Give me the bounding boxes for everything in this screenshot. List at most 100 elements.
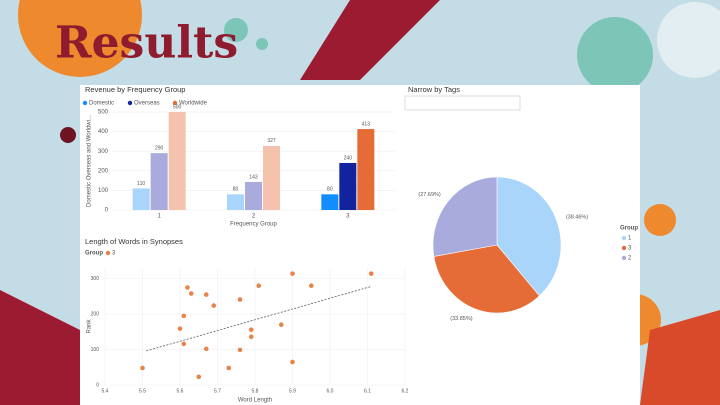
- point: [290, 359, 295, 365]
- legend-label: Domestic: [89, 101, 114, 107]
- pie-slice: [432, 176, 498, 257]
- y-tick-label: 300: [91, 276, 100, 282]
- point: [188, 291, 194, 296]
- x-tick-label: 5.4: [102, 388, 109, 394]
- legend-marker: [621, 245, 627, 251]
- point: [256, 283, 262, 289]
- legend-label: 3: [628, 246, 632, 252]
- x-tick-label: 5.6: [177, 388, 184, 394]
- legend-marker: [127, 100, 133, 106]
- deco-shape: [0, 290, 80, 405]
- bar: [357, 129, 375, 210]
- slice-label: (38.46%): [566, 215, 588, 221]
- x-tick-label: 5.9: [289, 388, 296, 394]
- point: [226, 365, 232, 371]
- legend-label: Worldwide: [179, 101, 208, 107]
- point: [196, 374, 202, 380]
- deco-shape: [640, 310, 720, 405]
- data-label: 240: [344, 155, 353, 161]
- bar: [168, 112, 186, 210]
- y-tick-label: 200: [98, 168, 109, 174]
- bar: [227, 194, 244, 210]
- data-label: 143: [249, 174, 258, 180]
- deco-band: [300, 0, 440, 80]
- deco-dot: [60, 127, 76, 143]
- x-tick-label: 5.5: [139, 388, 146, 394]
- x-axis-label: Word Length: [238, 398, 272, 404]
- data-label: 80: [327, 187, 333, 193]
- deco-circle: [644, 204, 676, 236]
- bar: [132, 188, 150, 210]
- point: [203, 292, 209, 297]
- slide-title: Results: [55, 18, 238, 69]
- x-tick-label: 5.7: [214, 388, 221, 394]
- bar: [321, 194, 339, 210]
- deco-circle: [224, 18, 248, 42]
- legend-marker: [172, 100, 178, 106]
- legend-title: Group: [620, 226, 638, 232]
- charts: Revenue by Frequency Group Domestic Overs…: [82, 85, 638, 404]
- x-tick-label: 2: [252, 214, 256, 220]
- y-tick-label: 100: [91, 347, 100, 353]
- slicer-title: Narrow by Tags: [408, 85, 460, 94]
- y-tick-label: 0: [96, 382, 99, 388]
- point: [181, 341, 187, 347]
- point: [248, 334, 254, 340]
- point: [248, 327, 254, 332]
- point: [237, 347, 243, 353]
- deco-circle: [577, 17, 653, 93]
- data-label: 80: [233, 187, 239, 193]
- x-axis-label: Frequency Group: [230, 222, 277, 228]
- data-label: 413: [362, 121, 371, 127]
- slice-label: (27.69%): [418, 192, 440, 198]
- bar: [150, 153, 168, 210]
- y-tick-label: 200: [91, 311, 100, 317]
- x-tick-label: 1: [157, 214, 161, 220]
- deco-circle: [18, 0, 142, 77]
- slice-label: (33.85%): [450, 316, 472, 322]
- x-tick-label: 3: [346, 214, 350, 220]
- legend-label: Overseas: [134, 101, 160, 107]
- x-tick-label: 6.2: [402, 388, 409, 394]
- legend-label: 2: [628, 256, 632, 262]
- y-tick-label: 500: [98, 110, 109, 116]
- point: [278, 322, 284, 328]
- bar: [263, 145, 280, 210]
- y-tick-label: 400: [98, 129, 109, 135]
- point: [211, 303, 217, 308]
- search-box[interactable]: [404, 95, 521, 111]
- legend-marker: [621, 255, 627, 261]
- legend-marker: [82, 100, 88, 106]
- point: [181, 313, 187, 319]
- data-label: 327: [267, 138, 276, 144]
- y-axis-label: Rank: [87, 319, 93, 334]
- y-axis-label: Domestic Overseas and Worldwi...: [87, 115, 93, 207]
- point: [237, 297, 243, 302]
- legend-title: Group: [85, 251, 103, 257]
- deco-circle: [657, 2, 720, 78]
- x-tick-label: 6.1: [364, 388, 371, 394]
- deco-circle: [256, 38, 268, 50]
- bar: [339, 162, 357, 210]
- legend-marker: [105, 250, 111, 256]
- chart-title: Length of Words in Synopses: [85, 237, 183, 246]
- pie-slice: [496, 176, 562, 297]
- data-label: 110: [137, 181, 145, 187]
- y-tick-label: 300: [98, 149, 109, 155]
- point: [308, 283, 314, 289]
- x-tick-label: 5.8: [252, 388, 259, 394]
- point: [140, 365, 145, 371]
- legend-label: 1: [628, 236, 632, 242]
- data-label: 500: [173, 104, 182, 110]
- point: [177, 326, 183, 331]
- legend-marker: [621, 235, 627, 241]
- chart-title: Revenue by Frequency Group: [85, 85, 185, 94]
- point: [290, 271, 295, 276]
- y-tick-label: 0: [105, 208, 109, 214]
- bar: [245, 181, 262, 210]
- legend-label: 3: [112, 251, 116, 257]
- point: [185, 285, 190, 290]
- pie-slice: [433, 244, 540, 314]
- trend-line: [146, 286, 372, 352]
